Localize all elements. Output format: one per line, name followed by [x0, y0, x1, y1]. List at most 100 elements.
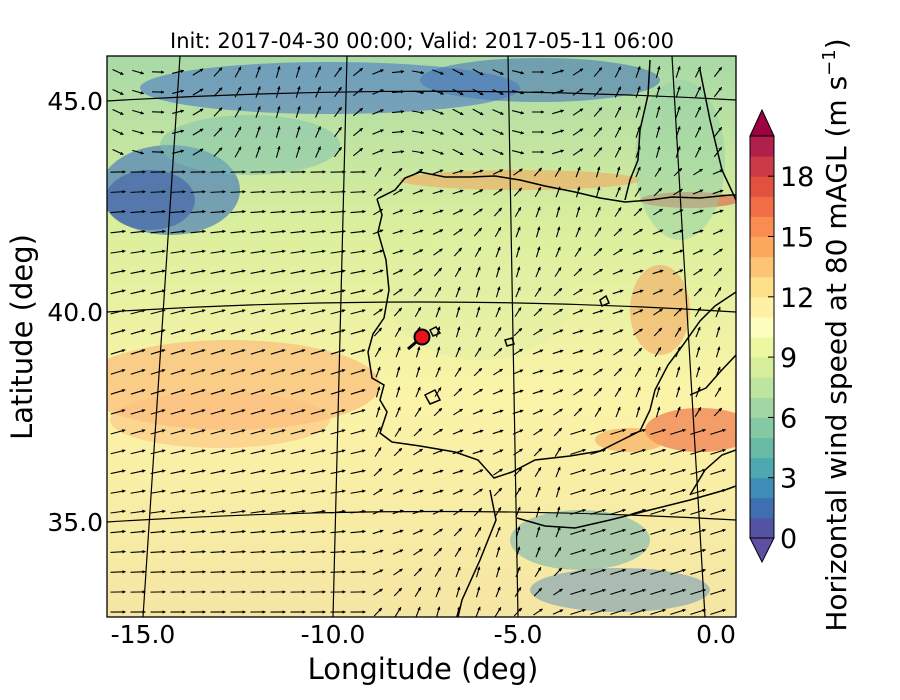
wind-arrow	[614, 387, 622, 397]
wind-arrow	[170, 449, 186, 455]
wind-arrow	[653, 187, 663, 197]
wind-arrow	[352, 87, 364, 97]
wind-arrow	[330, 349, 346, 355]
wind-arrow	[513, 448, 523, 456]
wind-arrow	[350, 229, 366, 234]
wind-arrow	[130, 429, 146, 435]
wind-arrow	[554, 447, 562, 457]
wind-arrow	[515, 506, 521, 518]
wind-arrow	[290, 389, 306, 395]
wind-arrow	[533, 328, 543, 336]
wind-arrow	[315, 126, 321, 138]
wind-arrow	[570, 548, 586, 555]
wind-arrow	[373, 488, 383, 496]
wind-arrow	[412, 189, 424, 195]
colorbar-segment	[750, 437, 774, 459]
wind-arrow	[290, 429, 306, 435]
wind-arrow	[432, 89, 444, 95]
wind-arrow	[452, 68, 464, 76]
wind-arrow	[610, 548, 626, 555]
wind-arrow	[413, 427, 423, 437]
wind-arrow	[170, 309, 186, 315]
wind-arrow	[310, 329, 326, 335]
wind-arrow	[210, 349, 226, 355]
wind-arrow	[572, 329, 584, 335]
wind-arrow	[535, 206, 541, 218]
wind-arrow	[533, 167, 543, 177]
wind-arrow	[130, 549, 146, 554]
wind-arrow	[310, 529, 326, 534]
wind-arrow	[590, 588, 606, 595]
wind-arrow	[290, 469, 306, 475]
wind-arrow	[570, 568, 586, 575]
wind-arrow	[373, 187, 383, 197]
wind-arrow	[372, 229, 384, 235]
wind-arrow	[475, 306, 481, 318]
wind-arrow	[534, 467, 542, 477]
wind-arrow	[270, 369, 286, 375]
wind-arrow	[594, 407, 602, 417]
wind-arrow	[535, 266, 541, 278]
wind-arrow	[112, 128, 124, 136]
colorbar-extend-min	[749, 537, 775, 564]
wind-arrow	[213, 107, 223, 117]
wind-arrow	[372, 69, 384, 75]
wind-arrow	[330, 509, 346, 514]
wind-arrow	[595, 186, 601, 198]
wind-arrow	[712, 229, 724, 235]
wind-arrow	[334, 146, 342, 158]
wind-arrow	[590, 448, 606, 455]
wind-arrow	[472, 148, 484, 156]
wind-arrow	[230, 229, 246, 234]
wind-arrow	[612, 289, 624, 295]
map-title: Init: 2017-04-30 00:00; Valid: 2017-05-1…	[170, 29, 674, 53]
wind-arrow	[132, 109, 145, 115]
colorbar-segment	[750, 377, 774, 398]
wind-arrow	[650, 488, 666, 495]
wind-arrow	[655, 105, 661, 118]
wind-arrow	[330, 369, 346, 375]
wind-arrow	[110, 349, 126, 355]
wind-arrow	[190, 309, 206, 315]
wind-arrow	[373, 467, 383, 477]
wind-arrow	[475, 566, 481, 578]
wind-arrow	[552, 369, 564, 375]
wind-arrow	[675, 85, 681, 98]
wind-arrow	[310, 409, 326, 415]
wind-arrow	[672, 229, 684, 235]
wind-arrow	[270, 529, 286, 534]
wind-arrow	[670, 428, 686, 435]
wind-arrow	[590, 548, 606, 555]
wind-arrow	[495, 586, 501, 598]
wind-arrow	[472, 469, 484, 475]
wind-arrow	[493, 468, 503, 476]
wind-arrow	[493, 207, 503, 217]
wind-arrow	[270, 249, 286, 254]
wind-arrow	[572, 88, 584, 96]
wind-arrow	[334, 66, 342, 78]
wind-arrow	[310, 449, 326, 455]
lon-tick-minus10: -10.0	[301, 620, 366, 649]
lon-tick-minus5: -5.0	[494, 620, 543, 649]
wind-arrow	[150, 389, 166, 395]
wind-arrow	[275, 65, 281, 78]
wind-arrow	[270, 289, 286, 295]
wind-arrow	[670, 608, 686, 615]
wind-arrow	[553, 287, 563, 297]
wind-arrow	[270, 229, 286, 234]
wind-arrow	[694, 126, 702, 138]
colorbar-segment	[750, 136, 774, 157]
wind-arrow	[130, 369, 146, 375]
y-axis-label: Latitude (deg)	[5, 234, 39, 440]
wind-arrow	[110, 469, 126, 475]
wind-arrow	[493, 487, 503, 497]
wind-arrow	[192, 68, 204, 76]
wind-arrow	[533, 428, 543, 436]
wind-arrow	[110, 249, 126, 254]
wind-arrow	[472, 88, 484, 96]
wind-arrow	[330, 429, 346, 435]
wind-arrow	[630, 448, 646, 455]
wind-arrow	[310, 209, 326, 214]
wind-arrow	[250, 529, 266, 534]
wind-arrow	[533, 587, 543, 597]
